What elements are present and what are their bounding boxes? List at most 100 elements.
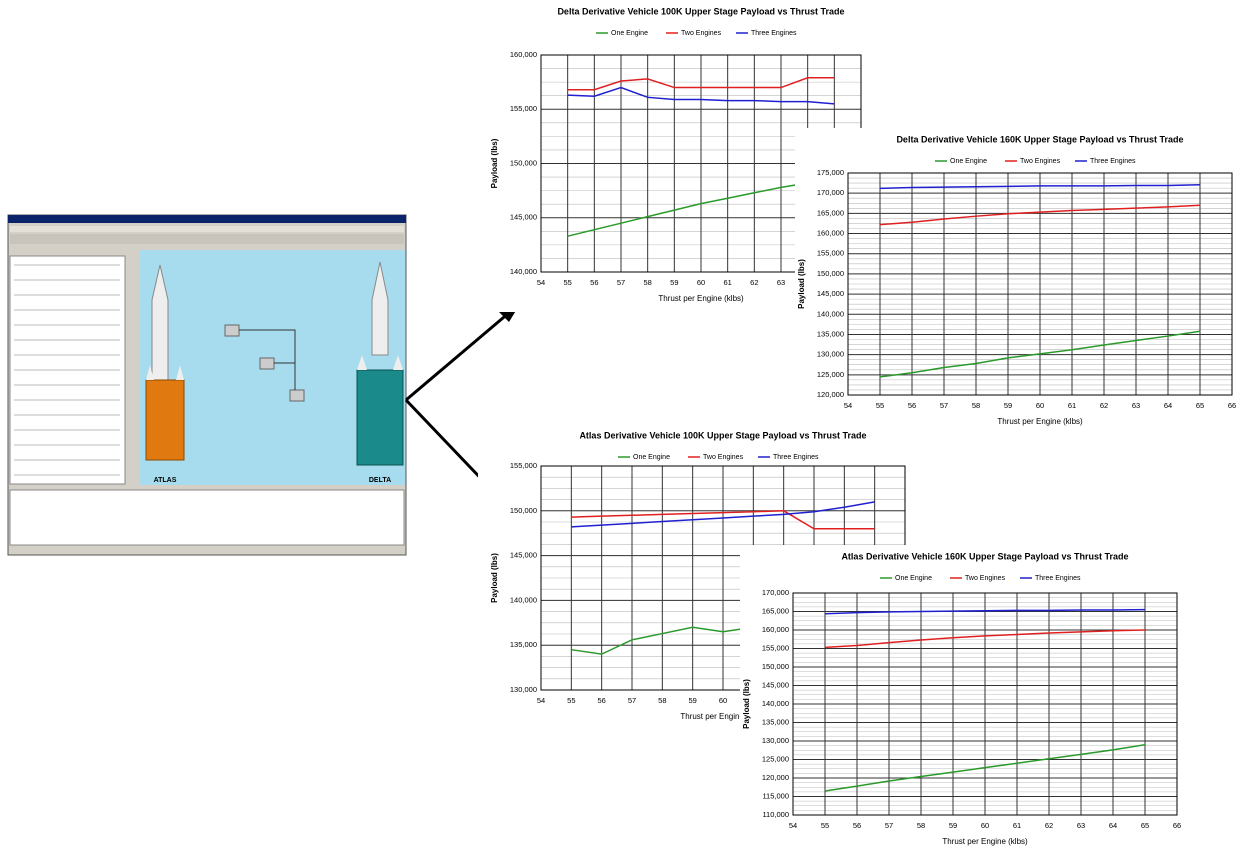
y-tick-label: 155,000 [510,461,537,470]
x-tick-label: 55 [563,278,571,287]
y-tick-label: 165,000 [762,606,789,615]
legend-label: Two Engines [681,30,722,37]
y-tick-label: 120,000 [817,390,844,399]
series-line [567,77,835,91]
y-tick-label: 160,000 [762,625,789,634]
bottom-panel [9,489,405,546]
x-tick-label: 59 [688,696,696,705]
x-tick-label: 61 [1068,401,1076,410]
x-tick-label: 64 [1109,821,1117,830]
x-tick-label: 59 [670,278,678,287]
x-tick-label: 61 [1013,821,1021,830]
y-tick-label: 135,000 [762,717,789,726]
y-axis-label: Payload (lbs) [797,259,806,309]
y-tick-label: 155,000 [762,643,789,652]
x-tick-label: 55 [821,821,829,830]
x-tick-label: 57 [940,401,948,410]
atlas-label: ATLAS [154,477,177,484]
title-bar [8,215,406,223]
x-tick-label: 58 [643,278,651,287]
y-tick-label: 150,000 [510,506,537,515]
series-line [571,501,875,528]
y-tick-label: 150,000 [762,662,789,671]
links [239,329,296,390]
x-tick-label: 56 [908,401,916,410]
toolbar [10,234,404,244]
y-tick-label: 155,000 [817,249,844,258]
plot-frame [792,592,1178,816]
y-tick-label: 140,000 [762,699,789,708]
delta-rocket [356,261,404,466]
x-axis-label: Thrust per Engine (klbs) [942,837,1028,846]
x-tick-label: 56 [590,278,598,287]
series-line [879,330,1201,378]
x-tick-label: 65 [1196,401,1204,410]
series-line [879,204,1201,226]
x-tick-label: 54 [789,821,797,830]
legend-label: Two Engines [1020,158,1061,165]
series-line [824,629,1146,649]
series-line [824,608,1146,615]
x-tick-label: 60 [697,278,705,287]
x-tick-label: 63 [777,278,785,287]
y-axis-label: Payload (lbs) [742,679,751,729]
series-line [824,743,1146,792]
y-tick-label: 135,000 [510,640,537,649]
series-line [567,177,835,237]
y-tick-label: 170,000 [762,588,789,597]
x-tick-label: 57 [628,696,636,705]
chart-title: Delta Derivative Vehicle 100K Upper Stag… [557,6,844,16]
y-tick-label: 130,000 [510,685,537,694]
x-axis-label: Thrust per Engine (klbs) [997,417,1083,426]
series-line [571,510,875,530]
legend-label: One Engine [895,575,932,582]
x-tick-label: 55 [876,401,884,410]
x-tick-label: 66 [1228,401,1236,410]
x-tick-label: 63 [1077,821,1085,830]
x-tick-label: 56 [853,821,861,830]
legend-label: Two Engines [703,454,744,461]
y-tick-label: 150,000 [510,158,537,167]
y-tick-label: 140,000 [510,595,537,604]
y-tick-label: 130,000 [762,736,789,745]
x-tick-label: 54 [537,278,545,287]
menu-bar [10,226,404,232]
legend-label: Two Engines [965,575,1006,582]
x-tick-label: 62 [1045,821,1053,830]
x-tick-label: 57 [617,278,625,287]
x-tick-label: 58 [658,696,666,705]
legend-label: One Engine [950,158,987,165]
y-tick-label: 115,000 [762,791,789,800]
legend-label: Three Engines [773,454,819,461]
x-tick-label: 57 [885,821,893,830]
legend-label: Three Engines [1090,158,1136,165]
x-tick-label: 64 [1164,401,1172,410]
y-tick-label: 165,000 [817,208,844,217]
y-tick-label: 145,000 [510,213,537,222]
delta-label: DELTA [369,477,391,484]
legend-label: Three Engines [1035,575,1081,582]
legend-label: One Engine [633,454,670,461]
x-tick-label: 62 [1100,401,1108,410]
y-axis-label: Payload (lbs) [490,138,499,188]
y-tick-label: 145,000 [510,551,537,560]
y-tick-label: 160,000 [817,229,844,238]
x-tick-label: 58 [972,401,980,410]
x-tick-label: 54 [844,401,852,410]
y-tick-label: 125,000 [817,370,844,379]
x-tick-label: 56 [597,696,605,705]
y-axis-label: Payload (lbs) [490,553,499,603]
x-tick-label: 58 [917,821,925,830]
x-axis-label: Thrust per Engine (klbs) [680,712,766,721]
chart-title: Atlas Derivative Vehicle 100K Upper Stag… [579,430,866,440]
y-tick-label: 135,000 [817,329,844,338]
x-axis-label: Thrust per Engine (klbs) [658,294,744,303]
x-tick-label: 59 [1004,401,1012,410]
series-line [879,183,1201,190]
chart: Delta Derivative Vehicle 160K Upper Stag… [795,128,1238,440]
x-tick-label: 61 [723,278,731,287]
y-tick-label: 140,000 [510,267,537,276]
x-tick-label: 60 [1036,401,1044,410]
